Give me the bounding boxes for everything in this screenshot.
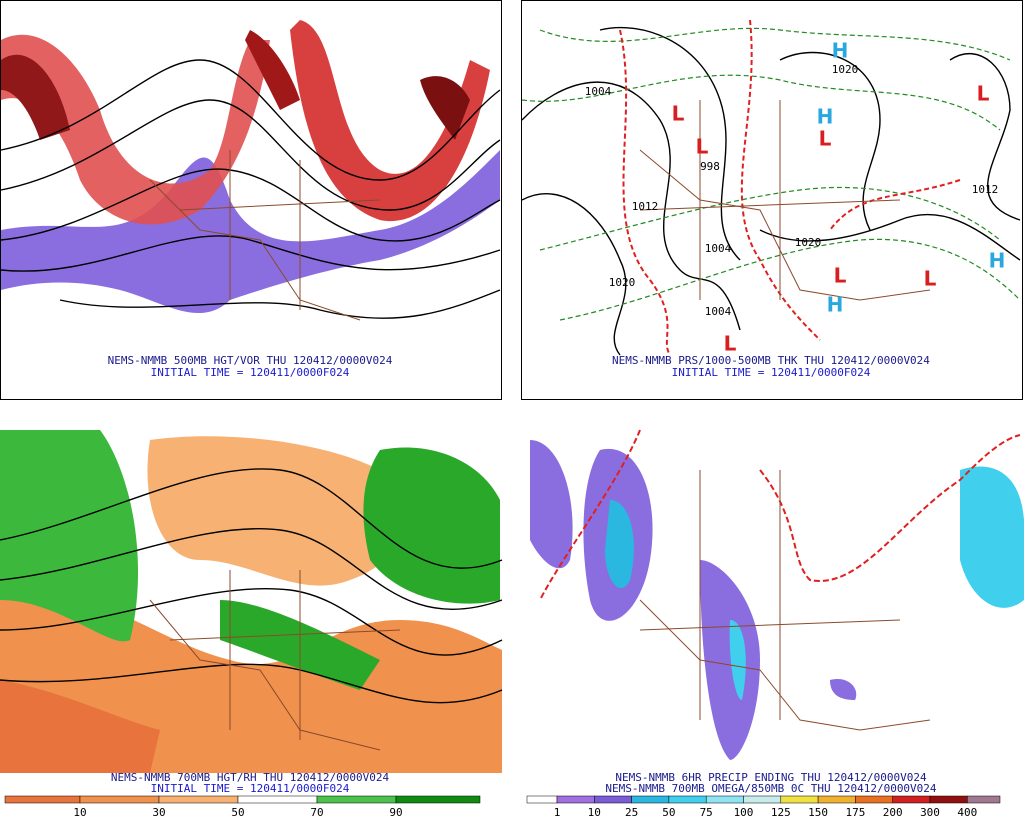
pressure-center: H: [989, 249, 1006, 273]
colorbar-swatch: [855, 795, 893, 804]
contour-label: 1020: [832, 63, 859, 76]
humidity-map: [0, 430, 503, 773]
colorbar-label: 300: [920, 806, 940, 819]
colorbar-swatch: [237, 795, 318, 804]
colorbar-swatch: [4, 795, 81, 804]
panel-title: NEMS-NMMB PRS/1000-500MB THK THU 120412/…: [612, 354, 930, 367]
pressure-center: H: [827, 293, 844, 317]
panel-title: NEMS-NMMB 500MB HGT/VOR THU 120412/0000V…: [108, 354, 393, 367]
contour-label: 1020: [609, 276, 636, 289]
colorbar-swatch: [817, 795, 856, 804]
colorbar-swatch: [594, 795, 632, 804]
colorbar-swatch: [79, 795, 160, 804]
colorbar-label: 125: [771, 806, 791, 819]
contour-label: 1004: [705, 305, 732, 318]
colorbar-label: 50: [231, 806, 244, 819]
colorbar-swatch: [668, 795, 707, 804]
colorbar-swatch: [967, 795, 1001, 804]
colorbar-swatch: [631, 795, 670, 804]
colorbar-label: 50: [662, 806, 675, 819]
pressure-center: L: [696, 135, 709, 159]
colorbar-label: 70: [310, 806, 323, 819]
colorbar-label: 90: [389, 806, 402, 819]
panel-subtitle: NEMS-NMMB 700MB OMEGA/850MB 0C THU 12041…: [605, 782, 937, 795]
contour-label: 998: [700, 160, 720, 173]
colorbar-swatch: [395, 795, 481, 804]
panel-subtitle: INITIAL TIME = 120411/0000F024: [672, 366, 871, 379]
pressure-center: H: [817, 105, 834, 129]
panel-title: NEMS-NMMB 6HR PRECIP ENDING THU 120412/0…: [615, 771, 927, 784]
contour-label: 1012: [632, 200, 659, 213]
pressure-center: H: [832, 39, 849, 63]
precip-map: [530, 429, 1024, 760]
colorbar-label: 1: [554, 806, 561, 819]
colorbar-label: 10: [73, 806, 86, 819]
panel-frame: [521, 0, 1023, 400]
pressure-center: L: [819, 127, 832, 151]
colorbar-label: 100: [734, 806, 754, 819]
contour-label: 1020: [795, 236, 822, 249]
colorbar-label: 75: [700, 806, 713, 819]
colorbar-swatch: [743, 795, 782, 804]
contour-label: 1004: [705, 242, 732, 255]
contour-label: 1012: [972, 183, 999, 196]
contour-label: 1004: [585, 85, 612, 98]
colorbar-swatch: [316, 795, 397, 804]
colorbar-swatch: [526, 795, 558, 804]
colorbar-swatch: [556, 795, 595, 804]
colorbar-label: 150: [808, 806, 828, 819]
pressure-center: L: [724, 332, 737, 356]
panel-subtitle: INITIAL TIME = 120411/0000F024: [151, 782, 350, 795]
panel-subtitle: INITIAL TIME = 120411/0000F024: [151, 366, 350, 379]
colorbar-label: 30: [152, 806, 165, 819]
colorbar-label: 175: [845, 806, 865, 819]
pressure-center: L: [834, 264, 847, 288]
pressure-map: [521, 19, 1021, 356]
colorbar-label: 10: [588, 806, 601, 819]
pressure-center: L: [924, 267, 937, 291]
colorbar-swatch: [780, 795, 819, 804]
colorbar-swatch: [892, 795, 931, 804]
panel-title: NEMS-NMMB 700MB HGT/RH THU 120412/0000V0…: [111, 771, 390, 784]
vorticity-map: [0, 12, 501, 355]
pressure-center: L: [672, 102, 685, 126]
colorbar-swatch: [158, 795, 239, 804]
colorbar-label: 25: [625, 806, 638, 819]
colorbar-swatch: [929, 795, 968, 804]
colorbar-label: 200: [883, 806, 903, 819]
pressure-center: L: [977, 82, 990, 106]
colorbar-swatch: [705, 795, 744, 804]
colorbar-label: 400: [957, 806, 977, 819]
